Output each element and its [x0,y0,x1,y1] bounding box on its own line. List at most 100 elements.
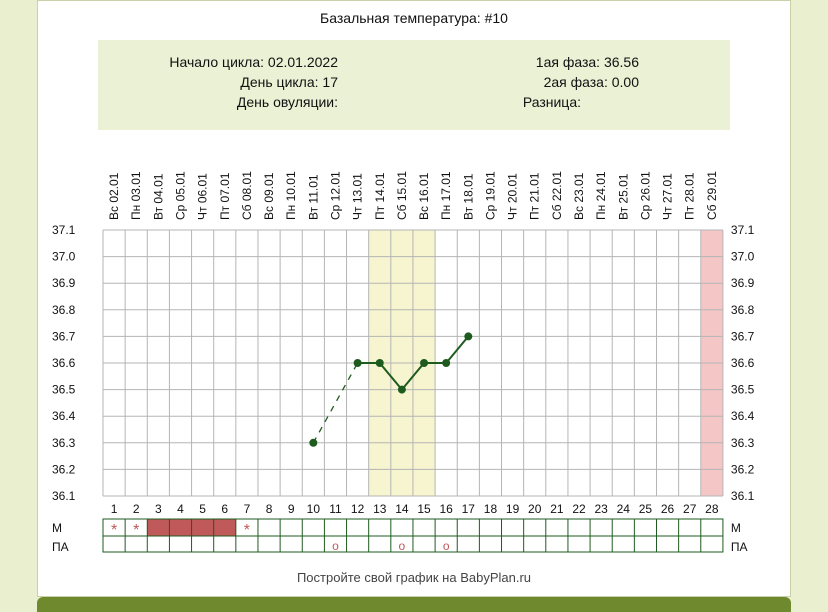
m-star-marker: * [244,522,250,539]
pa-circle-marker: o [443,539,450,553]
y-tick-label-right: 36.6 [731,356,755,370]
x-day-label: 12 [351,502,365,516]
y-tick-label-left: 37.1 [52,223,76,237]
x-day-label: 3 [155,502,162,516]
x-day-label: 24 [617,502,631,516]
x-day-label: 17 [462,502,476,516]
cycle-start-text: Начало цикла: 02.01.2022 [169,54,338,70]
x-day-label: 11 [329,502,342,516]
x-date-label: Вс 02.01 [107,172,121,220]
data-point [375,359,384,367]
series-line-segment [401,362,425,391]
x-day-label: 6 [221,502,228,516]
x-date-label: Ср 19.01 [483,171,497,220]
y-tick-label-left: 36.1 [52,489,76,503]
x-date-label: Пн 17.01 [439,171,453,220]
x-day-label: 9 [288,502,295,516]
x-day-label: 1 [111,502,118,516]
x-date-label: Пн 24.01 [594,171,608,220]
y-tick-label-right: 36.9 [731,276,755,290]
x-date-label: Пт 14.01 [373,172,387,220]
data-point [464,332,473,341]
x-day-label: 28 [705,502,719,516]
y-tick-label-left: 36.5 [52,383,76,397]
x-day-label: 21 [550,502,564,516]
x-date-label: Пт 07.01 [218,172,232,220]
pa-circle-marker: o [399,539,406,553]
y-tick-label-left: 36.6 [52,356,76,370]
x-day-label: 18 [484,502,498,516]
x-date-label: Сб 08.01 [240,171,254,220]
x-day-label: 4 [177,502,184,516]
x-date-label: Сб 22.01 [550,171,564,220]
y-tick-label-left: 37.0 [52,250,76,264]
y-tick-label-left: 36.2 [52,462,76,476]
x-day-label: 19 [506,502,520,516]
chart-title: Базальная температура: #10 [320,10,508,26]
x-day-label: 5 [199,502,206,516]
x-day-label: 13 [373,502,387,516]
x-date-label: Вт 04.01 [151,173,165,220]
x-date-label: Ср 12.01 [328,171,342,220]
m-star-marker: * [111,522,117,539]
x-date-label: Чт 13.01 [351,173,365,220]
y-tick-label-left: 36.8 [52,303,76,317]
y-tick-label-right: 36.4 [731,409,755,423]
y-tick-label-right: 36.3 [731,436,755,450]
x-day-label: 10 [307,502,321,516]
bottom-green-bar [37,597,791,612]
x-date-label: Вт 18.01 [461,173,475,220]
x-date-label: Пн 10.01 [284,171,298,220]
x-day-label: 27 [683,502,697,516]
cycle-day-text: День цикла: 17 [240,74,338,90]
x-date-label: Вт 11.01 [306,174,320,220]
y-tick-label-left: 36.7 [52,329,76,343]
x-day-label: 7 [244,502,251,516]
x-date-label: Ср 05.01 [173,171,187,220]
series-line-segment [378,362,403,391]
y-tick-label-right: 36.1 [731,489,755,503]
x-day-label: 14 [395,502,409,516]
data-point [442,359,451,367]
x-date-label: Ср 26.01 [638,171,652,220]
pa-row-label-left: ПА [52,540,69,554]
x-day-label: 23 [594,502,608,516]
m-row-label-left: М [52,521,62,535]
difference-text: Разница: [522,94,581,110]
m-star-marker: * [133,522,139,539]
y-tick-label-right: 37.0 [731,250,755,264]
x-date-label: Пт 21.01 [528,172,542,220]
x-date-label: Вс 23.01 [572,172,586,220]
x-date-label: Чт 20.01 [506,173,520,220]
x-day-label: 22 [572,502,586,516]
y-tick-label-right: 36.8 [731,303,755,317]
footer-link[interactable]: Постройте свой график на BabyPlan.ru [296,570,532,585]
x-date-label: Сб 15.01 [395,171,409,220]
x-day-label: 8 [266,502,273,516]
series-line-segment [312,362,359,444]
data-point [353,359,362,367]
x-date-label: Вс 09.01 [262,172,276,220]
x-day-label: 2 [133,502,140,516]
x-date-label: Вс 16.01 [417,172,431,220]
y-tick-label-left: 36.9 [52,276,76,290]
y-tick-label-right: 36.2 [731,462,755,476]
y-tick-label-right: 37.1 [731,223,755,237]
y-tick-label-right: 36.7 [731,329,755,343]
series-line-segment [445,335,470,364]
pa-row-label-right: ПА [731,540,748,554]
x-date-label: Сб 29.01 [705,171,719,220]
phase2-text: 2ая фаза: 0.00 [543,74,639,90]
data-point [397,385,406,394]
x-day-label: 20 [528,502,542,516]
y-tick-label-left: 36.3 [52,436,76,450]
ovulation-day-text: День овуляции: [236,94,338,110]
pa-circle-marker: o [332,539,339,553]
x-date-label: Пн 03.01 [129,171,143,220]
data-point [420,359,429,367]
x-date-label: Пт 28.01 [683,172,697,220]
data-point [309,438,318,447]
x-date-label: Чт 27.01 [661,173,675,220]
m-row-label-right: М [731,521,741,535]
